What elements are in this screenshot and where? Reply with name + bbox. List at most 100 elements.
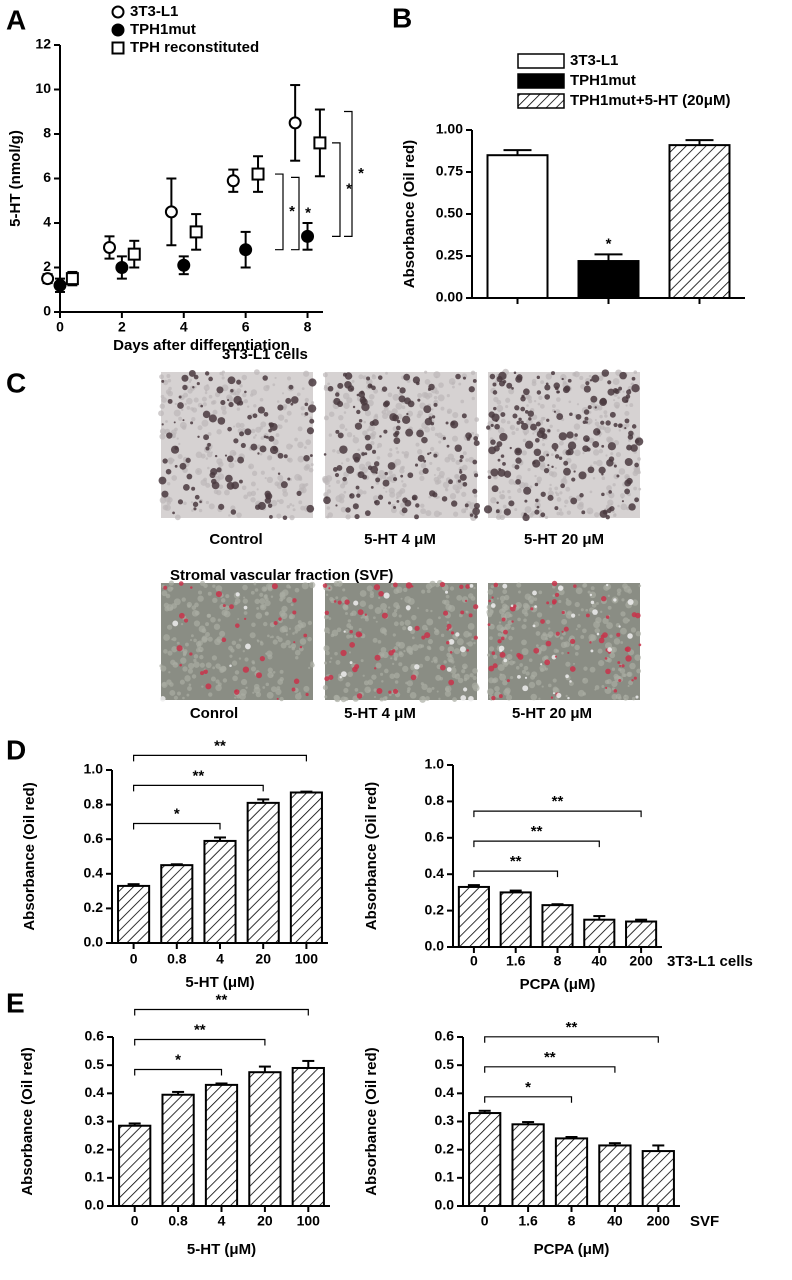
stained-cell (244, 617, 247, 620)
cell-texture (620, 503, 628, 511)
cell-texture (281, 392, 285, 395)
cell-texture (515, 427, 519, 432)
cell-texture (607, 658, 612, 663)
stained-cell (448, 479, 453, 485)
stained-cell (303, 633, 308, 638)
stained-cell (460, 610, 465, 615)
stained-cell (345, 507, 351, 513)
cell-texture (540, 380, 545, 385)
stained-cell (336, 465, 343, 471)
cell-texture (393, 621, 399, 627)
cell-texture (573, 436, 576, 439)
stained-cell (448, 639, 455, 645)
cell-texture (292, 632, 295, 635)
cell-texture (159, 403, 165, 409)
cell-texture (362, 375, 367, 380)
stained-cell (358, 632, 363, 637)
stained-cell (496, 501, 499, 504)
stained-cell (587, 466, 595, 474)
stained-cell (518, 417, 522, 422)
cell-texture (204, 391, 208, 395)
stained-cell (308, 378, 317, 387)
cell-texture (456, 594, 463, 601)
cell-texture (362, 430, 368, 436)
stained-cell (530, 607, 534, 611)
cell-texture (287, 457, 293, 463)
cell-texture (428, 495, 431, 499)
stained-cell (598, 466, 606, 474)
cell-texture (393, 652, 399, 658)
cell-texture (242, 598, 248, 604)
stained-cell (589, 593, 593, 597)
stained-cell (259, 445, 267, 453)
stained-cell (487, 475, 492, 480)
stained-cell (567, 441, 577, 450)
stained-cell (402, 415, 411, 424)
stained-cell (257, 501, 266, 510)
cell-texture (592, 449, 600, 456)
cell-texture (199, 662, 205, 668)
cell-texture (621, 598, 625, 602)
stained-cell (500, 454, 505, 458)
cell-texture (325, 593, 329, 597)
stained-cell (166, 432, 173, 439)
stained-cell (621, 500, 624, 503)
marker (41, 272, 55, 286)
cell-texture (260, 421, 267, 428)
cell-texture (411, 636, 415, 640)
stained-cell (277, 404, 284, 411)
stained-cell (546, 418, 550, 422)
cell-texture (189, 639, 193, 642)
cell-texture (603, 410, 608, 415)
stained-cell (349, 642, 356, 648)
x-tick-label: 0 (131, 1213, 139, 1229)
cell-texture (243, 611, 248, 615)
stained-cell (337, 600, 342, 605)
stained-cell (638, 643, 642, 647)
stained-cell (459, 468, 462, 472)
cell-texture (403, 649, 406, 653)
stained-cell (282, 515, 288, 521)
cell-texture (390, 507, 397, 514)
cell-texture (392, 633, 396, 637)
cell-texture (447, 453, 454, 460)
legend-label: TPH1mut (130, 21, 196, 38)
stained-cell (585, 381, 590, 386)
stained-cell (388, 650, 394, 656)
stained-cell (486, 425, 491, 430)
cell-texture (205, 622, 210, 627)
stained-cell (337, 400, 344, 408)
stained-cell (378, 590, 384, 597)
stained-cell (524, 499, 528, 503)
cell-texture (172, 637, 177, 642)
cell-texture (296, 392, 301, 397)
y-tick-label: 4 (43, 214, 51, 230)
stained-cell (283, 454, 288, 459)
cell-texture (424, 370, 428, 374)
cell-texture (232, 451, 237, 456)
stained-cell (397, 386, 400, 390)
cell-texture (426, 589, 431, 594)
stained-cell (191, 486, 196, 491)
cell-texture (216, 429, 222, 435)
cell-texture (623, 585, 631, 593)
stained-cell (335, 429, 340, 434)
cell-texture (522, 602, 529, 609)
cell-texture (406, 647, 413, 654)
stained-cell (523, 486, 532, 495)
stained-cell (493, 445, 500, 452)
stained-cell (352, 405, 356, 409)
stained-cell (392, 688, 399, 694)
cell-texture (348, 651, 352, 654)
significance-label: ** (510, 853, 522, 870)
stained-cell (450, 420, 459, 429)
cell-texture (582, 452, 585, 455)
bar (204, 1083, 239, 1207)
cell-texture (168, 671, 171, 674)
cell-texture (270, 500, 278, 507)
cell-texture (591, 603, 597, 608)
cell-texture (471, 431, 475, 435)
cell-texture (329, 596, 334, 602)
cell-texture (216, 489, 222, 496)
stained-cell (304, 411, 309, 416)
